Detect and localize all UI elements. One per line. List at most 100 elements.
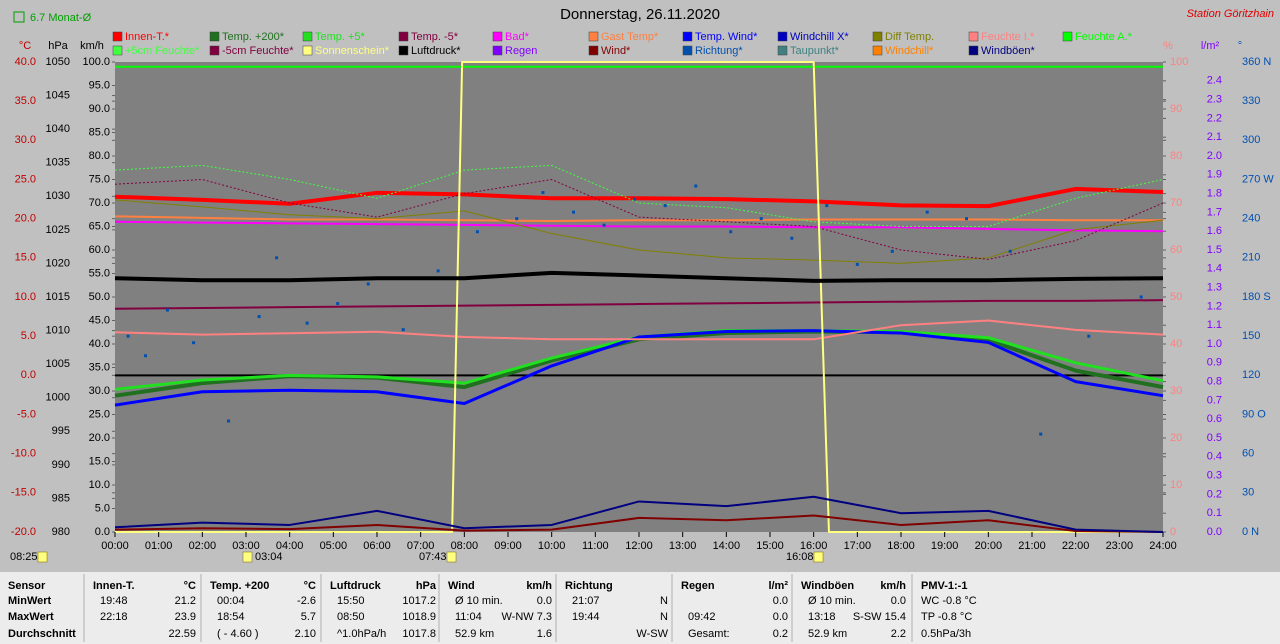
legend-label: Diff Temp. [885,31,934,43]
cell-value: 1.6 [537,628,552,640]
x-tick-label: 13:00 [669,540,697,552]
direction-dot [275,256,279,260]
y-tick-label: 95.0 [89,79,110,91]
cell-value: 1017.8 [402,628,436,640]
sun-icon [242,551,253,563]
legend-label: Sonnenschein* [315,45,390,57]
legend-swatch [777,31,788,42]
cell-time: Ø 10 min. [455,595,503,607]
y-tick-label: 210 [1242,252,1260,264]
y-tick-label: 2.0 [1207,150,1222,162]
annotation: 08:25 [10,551,38,563]
y-tick-label: 1030 [46,190,70,202]
y-tick-label: 20.0 [15,213,36,225]
y-tick-label: 70 [1170,197,1182,209]
cell-time: 08:50 [337,611,365,623]
cell-time: 52.9 km [455,628,494,640]
table-background [0,572,1280,644]
cell-value: 2.10 [295,628,316,640]
cell-value: N [660,611,668,623]
cell-time: 09:42 [688,611,716,623]
sun-icon [813,551,824,563]
y-tick-label: 120 [1242,369,1260,381]
y-tick-label: 70.0 [89,197,110,209]
annotation: 07:43 [419,551,447,563]
y-tick-label: 150 [1242,330,1260,342]
y-tick-label: 1035 [46,157,70,169]
legend-swatch [968,31,979,42]
x-tick-label: 07:00 [407,540,435,552]
y-tick-label: -20.0 [11,526,36,538]
y-tick-label: 0.0 [95,526,110,538]
y-tick-label: 0.8 [1207,376,1222,388]
group-name: PMV-1:-1 [921,580,967,592]
y-tick-label: 1050 [46,56,70,68]
series-line [114,215,1163,223]
legend-swatch [398,31,409,42]
y-tick-label: 10.0 [15,291,36,303]
legend-label: Richtung* [695,45,743,57]
y-tick-label: 1010 [46,324,70,336]
series-line [115,61,1163,533]
legend-swatch [112,31,123,42]
legend-swatch [492,45,503,56]
y-tick-label: 0.2 [1207,488,1222,500]
legend-swatch [872,45,883,56]
direction-dot [257,315,261,319]
legend-label: Regen [505,45,537,57]
x-tick-label: 24:00 [1149,540,1177,552]
row-label: MinWert [8,595,52,607]
direction-dot [227,419,231,423]
direction-dot [541,191,545,195]
cell-time: 15:50 [337,595,365,607]
y-tick-label: 985 [52,492,70,504]
direction-dot [694,184,698,188]
legend-label: Wind* [601,45,631,57]
y-tick-label: 40 [1170,338,1182,350]
cell-value: 22.59 [168,628,196,640]
y-tick-label: 360 N [1242,56,1271,68]
y-tick-label: 40.0 [89,338,110,350]
cell-time: 21:07 [572,595,600,607]
y-tick-label: 35.0 [15,95,36,107]
y-tick-label: 1.4 [1207,263,1222,275]
x-tick-label: 23:00 [1106,540,1134,552]
row-label: Durchschnitt [8,628,76,640]
y-tick-label: 65.0 [89,220,110,232]
y-tick-label: 1015 [46,291,70,303]
y-tick-label: 100 [1170,56,1188,68]
cell-value: S-SW 15.4 [853,611,906,623]
legend-swatch [968,45,979,56]
legend-label: Bad* [505,31,530,43]
cell-value: N [660,595,668,607]
axis-label: °C [19,40,31,52]
legend-swatch [588,45,599,56]
x-tick-label: 18:00 [887,540,915,552]
x-tick-label: 09:00 [494,540,522,552]
direction-dot [1039,432,1043,436]
y-tick-label: 0.7 [1207,394,1222,406]
axis-label: ° [1238,40,1242,52]
month-label: 6.7 Monat-Ø [30,12,92,24]
x-tick-label: 19:00 [931,540,959,552]
y-tick-label: -5.0 [17,408,36,420]
series-line [114,299,1164,310]
legend-swatch [588,31,599,42]
annotation: 03:04 [255,551,283,563]
x-tick-label: 02:00 [189,540,217,552]
y-tick-label: 270 W [1242,173,1274,185]
y-tick-label: 10 [1170,479,1182,491]
y-tick-label: 1020 [46,257,70,269]
cell-time: ^1.0hPa/h [337,628,386,640]
axes: °C 40.0 35.0 30.0 25.0 20.0 15.0 10.0 5.0 0.0 -5.0… [10,40,1274,563]
group-name: Regen [681,580,715,592]
cell-time: 52.9 km [808,628,847,640]
y-tick-label: 300 [1242,134,1260,146]
cell-value: -2.6 [297,595,316,607]
cell-time: 19:44 [572,611,600,623]
cell-time: 18:54 [217,611,245,623]
y-tick-label: 1.0 [1207,338,1222,350]
legend-label: Feuchte I.* [981,31,1035,43]
y-tick-label: 0.0 [1207,526,1222,538]
cell-time: 0.5hPa/3h [921,628,971,640]
